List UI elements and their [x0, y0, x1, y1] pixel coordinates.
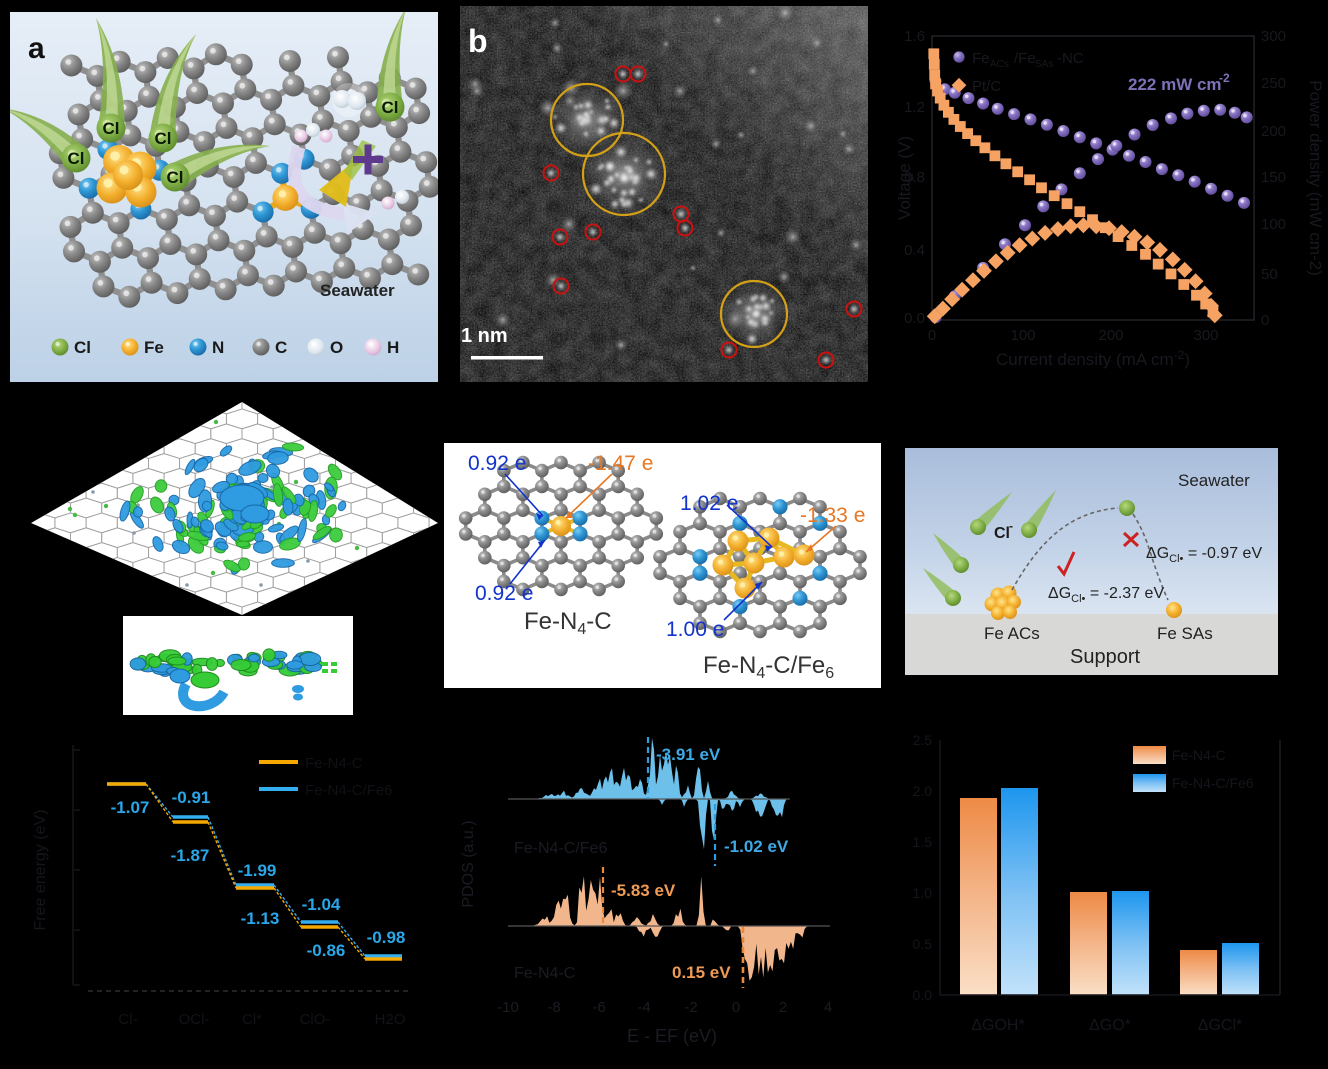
svg-text:-2: -2 [684, 999, 697, 1016]
svg-text:0.92 e: 0.92 e [475, 582, 533, 605]
svg-text:0.15 eV: 0.15 eV [672, 963, 731, 982]
svg-text:1.00 e: 1.00 e [666, 618, 724, 641]
svg-text:Cl: Cl [382, 98, 399, 117]
svg-text:222 mW cm: 222 mW cm [1128, 75, 1222, 94]
svg-text:-: - [1009, 519, 1013, 533]
svg-text:-1.33 e: -1.33 e [800, 504, 865, 527]
svg-text:Pt/C: Pt/C [972, 78, 1001, 95]
svg-text:-1.13: -1.13 [241, 909, 280, 928]
svg-text:200: 200 [1261, 123, 1286, 140]
svg-text:100: 100 [1261, 216, 1286, 233]
svg-text:0.5: 0.5 [913, 936, 933, 952]
svg-text:H2O: H2O [375, 1011, 406, 1028]
svg-text:-10: -10 [497, 999, 519, 1016]
svg-text:Seawater: Seawater [320, 281, 395, 300]
svg-text:2: 2 [779, 999, 787, 1016]
svg-text:300: 300 [1193, 327, 1218, 344]
svg-text:Fe: Fe [144, 338, 164, 357]
svg-text:Fe ACs: Fe ACs [984, 624, 1040, 643]
svg-text:-1.87: -1.87 [171, 846, 210, 865]
svg-text:-1.07: -1.07 [111, 798, 150, 817]
svg-text:-0.86: -0.86 [307, 941, 346, 960]
svg-text:-1.47 e: -1.47 e [588, 452, 653, 475]
svg-text:ACs: ACs [990, 59, 1009, 70]
svg-text:Seawater: Seawater [1178, 471, 1250, 490]
svg-text:-0.98: -0.98 [367, 928, 406, 947]
svg-text:Cl: Cl [103, 119, 120, 138]
svg-text:E - EF (eV): E - EF (eV) [627, 1026, 717, 1046]
svg-text:Cl*: Cl* [242, 1011, 262, 1028]
svg-text:O: O [330, 338, 343, 357]
svg-text:SAs: SAs [1035, 59, 1053, 70]
svg-text:Fe-N4-C: Fe-N4-C [305, 755, 363, 772]
svg-text:C: C [275, 338, 287, 357]
svg-text:1.6: 1.6 [904, 28, 925, 45]
svg-text:0.8: 0.8 [904, 169, 925, 186]
svg-text:ClO-: ClO- [300, 1011, 331, 1028]
svg-text:-5.83 eV: -5.83 eV [611, 881, 676, 900]
svg-text:b: b [468, 23, 488, 59]
svg-text:150: 150 [1261, 169, 1286, 186]
svg-text:Cl: Cl [155, 129, 172, 148]
svg-text:1.02 e: 1.02 e [680, 492, 738, 515]
svg-text:OCl-: OCl- [179, 1011, 210, 1028]
svg-text:-1.99: -1.99 [238, 861, 277, 880]
svg-text:2.0: 2.0 [913, 783, 933, 799]
svg-text:Fe-N4-C/Fe6: Fe-N4-C/Fe6 [514, 840, 607, 857]
svg-text:Cl: Cl [994, 525, 1010, 542]
svg-text:PDOS (a.u.): PDOS (a.u.) [460, 820, 477, 907]
svg-text:H: H [387, 338, 399, 357]
svg-text:Fe-N4-C: Fe-N4-C [524, 608, 612, 638]
svg-text:ΔGCl*: ΔGCl* [1198, 1017, 1242, 1034]
svg-text:50: 50 [1261, 266, 1278, 283]
svg-text:-4: -4 [637, 999, 650, 1016]
svg-text:1.2: 1.2 [904, 99, 925, 116]
svg-text:N: N [212, 338, 224, 357]
svg-text:-3.91 eV: -3.91 eV [656, 745, 721, 764]
svg-text:-NC: -NC [1057, 50, 1084, 67]
svg-text:0: 0 [732, 999, 740, 1016]
svg-text:300: 300 [1261, 28, 1286, 45]
svg-text:/Fe: /Fe [1014, 50, 1036, 67]
svg-text:0.0: 0.0 [904, 310, 925, 327]
svg-text:250: 250 [1261, 75, 1286, 92]
svg-text:-8: -8 [547, 999, 560, 1016]
svg-text:-1.04: -1.04 [302, 895, 341, 914]
svg-text:Cl: Cl [74, 338, 91, 357]
svg-text:Fe-N4-C: Fe-N4-C [514, 965, 575, 982]
svg-text:1.0: 1.0 [913, 885, 933, 901]
svg-text:Voltage (V): Voltage (V) [895, 136, 914, 220]
svg-text:ΔGO*: ΔGO* [1089, 1017, 1131, 1034]
svg-text:Fe-N4-C: Fe-N4-C [1172, 747, 1226, 763]
svg-text:Power density (mW cm-2): Power density (mW cm-2) [1306, 80, 1325, 276]
svg-text:Fe: Fe [972, 50, 990, 67]
svg-text:-6: -6 [592, 999, 605, 1016]
svg-text:200: 200 [1098, 327, 1123, 344]
svg-text:Cl: Cl [167, 168, 184, 187]
svg-text:-1.02 eV: -1.02 eV [724, 837, 789, 856]
svg-text:Fe-N4-C/Fe6: Fe-N4-C/Fe6 [1172, 775, 1254, 791]
svg-text:ΔGOH*: ΔGOH* [971, 1017, 1024, 1034]
svg-text:0.92 e: 0.92 e [468, 452, 526, 475]
svg-text:Support: Support [1070, 646, 1140, 668]
svg-text:Cl: Cl [68, 149, 85, 168]
svg-text:100: 100 [1010, 327, 1035, 344]
svg-text:1 nm: 1 nm [461, 325, 508, 347]
svg-text:0.4: 0.4 [904, 242, 925, 259]
svg-text:0: 0 [1261, 312, 1269, 329]
svg-text:Fe SAs: Fe SAs [1157, 624, 1213, 643]
svg-text:2.5: 2.5 [913, 732, 933, 748]
svg-text:-2: -2 [1219, 71, 1230, 85]
svg-text:Current density (mA cm-2): Current density (mA cm-2) [996, 348, 1190, 369]
svg-text:0: 0 [928, 327, 936, 344]
svg-text:4: 4 [824, 999, 832, 1016]
svg-text:Fe-N4-C/Fe6: Fe-N4-C/Fe6 [305, 782, 393, 799]
svg-text:Cl-: Cl- [118, 1011, 137, 1028]
svg-text:a: a [28, 32, 45, 65]
svg-text:0.0: 0.0 [913, 987, 933, 1003]
svg-text:-0.91: -0.91 [172, 788, 211, 807]
svg-text:1.5: 1.5 [913, 834, 933, 850]
svg-text:Free energy (eV): Free energy (eV) [32, 810, 49, 931]
svg-text:Fe-N4-C/Fe6: Fe-N4-C/Fe6 [703, 652, 834, 682]
